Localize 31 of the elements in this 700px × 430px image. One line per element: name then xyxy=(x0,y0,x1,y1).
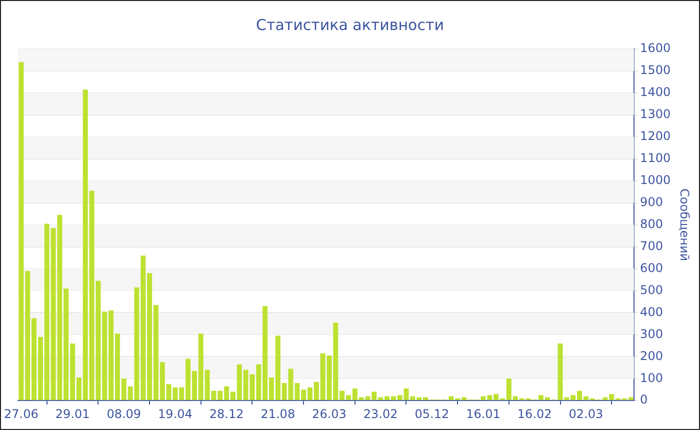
x-tick-label: 27.06 xyxy=(4,406,38,421)
y-tick-label: 100 xyxy=(640,370,663,385)
x-tick-label: 02.03 xyxy=(568,406,604,421)
y-tick-label: 400 xyxy=(640,304,663,319)
y-tick-label: 200 xyxy=(640,348,663,363)
y-tick-label: 800 xyxy=(640,216,663,231)
y-tick-label: 1500 xyxy=(640,63,671,78)
y-tick-label: 600 xyxy=(640,260,663,275)
y-tick-label: 1000 xyxy=(640,172,671,187)
x-tick-label: 23.02 xyxy=(363,406,398,421)
x-tick-label: 08.09 xyxy=(106,406,142,421)
x-tick-label: 29.01 xyxy=(55,406,90,421)
y-tick-label: 900 xyxy=(640,194,663,209)
x-tick-label: 26.03 xyxy=(312,406,346,421)
x-tick-label: 16.02 xyxy=(517,406,552,421)
chart-title: Статистика активности xyxy=(256,16,444,34)
y-tick-label: 500 xyxy=(640,282,663,297)
x-tick-label: 05.12 xyxy=(414,406,450,421)
y-tick-label: 700 xyxy=(640,238,663,253)
y-tick-label: 0 xyxy=(640,392,648,407)
x-tick-label: 28.12 xyxy=(209,406,244,421)
x-tick-label: 19.04 xyxy=(158,406,192,421)
x-tick-label: 16.01 xyxy=(466,406,500,421)
y-tick-label: 300 xyxy=(640,326,663,341)
y-tick-label: 1200 xyxy=(640,129,671,144)
y-tick-label: 1600 xyxy=(640,41,671,56)
y-axis-title: Сообщений xyxy=(678,188,692,262)
y-tick-label: 1300 xyxy=(640,107,671,122)
y-tick-label: 1100 xyxy=(640,151,671,165)
x-tick-label: 21.08 xyxy=(260,406,296,421)
y-tick-label: 1400 xyxy=(640,85,671,100)
